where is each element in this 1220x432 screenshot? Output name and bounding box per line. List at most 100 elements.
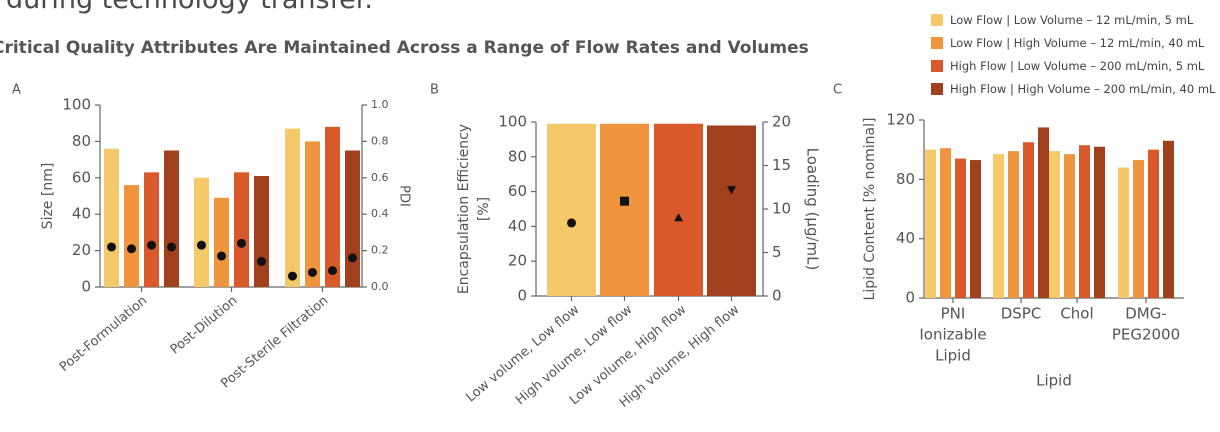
legend-item: Low Flow | Low Volume – 12 mL/min, 5 mL bbox=[931, 8, 1215, 31]
y2-tick-label: 15 bbox=[772, 156, 791, 174]
pdi-marker bbox=[107, 242, 116, 252]
bar bbox=[164, 150, 179, 287]
bar bbox=[194, 177, 209, 287]
bar bbox=[144, 172, 159, 287]
pdi-marker bbox=[308, 267, 317, 277]
y2-tick-label: 10 bbox=[772, 200, 791, 218]
legend-label: High Flow | High Volume – 200 mL/min, 40… bbox=[950, 81, 1216, 96]
x-tick-label: Chol bbox=[1060, 305, 1093, 323]
bar bbox=[124, 185, 139, 287]
pdi-marker bbox=[257, 257, 266, 267]
x-tick-label: Post-Dilution bbox=[168, 293, 241, 357]
bar bbox=[1049, 151, 1060, 298]
pdi-marker bbox=[147, 240, 156, 250]
data-point-marker bbox=[674, 213, 683, 222]
bar bbox=[547, 123, 596, 297]
bar bbox=[925, 149, 936, 298]
y2-tick-label: 0.2 bbox=[371, 244, 389, 257]
bar bbox=[970, 160, 981, 298]
bar bbox=[1118, 167, 1129, 298]
bar bbox=[214, 197, 229, 287]
legend-swatch bbox=[931, 82, 943, 95]
y-tick-label: 0 bbox=[517, 287, 527, 305]
y-axis-title: [%] bbox=[476, 197, 492, 221]
bar bbox=[600, 123, 649, 297]
legend-item: High Flow | Low Volume – 200 mL/min, 5 m… bbox=[931, 54, 1215, 77]
y-tick-label: 40 bbox=[72, 205, 91, 223]
data-point-marker bbox=[727, 186, 736, 195]
bar bbox=[654, 123, 703, 297]
y-tick-label: 80 bbox=[508, 147, 527, 165]
y-tick-label: 60 bbox=[508, 182, 527, 200]
y-tick-label: 40 bbox=[508, 217, 527, 235]
y-tick-label: 0 bbox=[81, 278, 91, 296]
legend-swatch bbox=[931, 13, 943, 26]
bar bbox=[1038, 127, 1049, 299]
x-tick-label: DSPC bbox=[1001, 305, 1042, 323]
pdi-marker bbox=[288, 271, 297, 281]
bar bbox=[1079, 145, 1090, 298]
pdi-marker bbox=[348, 253, 357, 263]
legend-item: High Flow | High Volume – 200 mL/min, 40… bbox=[931, 77, 1215, 100]
bar bbox=[1064, 154, 1075, 298]
y2-tick-label: 0.4 bbox=[371, 207, 389, 220]
figure-title: Critical Quality Attributes Are Maintain… bbox=[0, 38, 809, 58]
pdi-marker bbox=[197, 240, 206, 250]
bar bbox=[707, 125, 756, 296]
bar bbox=[104, 148, 119, 287]
bar bbox=[993, 154, 1004, 298]
bar bbox=[1148, 149, 1159, 298]
x-tick-label: PNI bbox=[941, 305, 966, 323]
y-tick-label: 80 bbox=[896, 170, 915, 188]
bar bbox=[234, 172, 249, 287]
y-tick-label: 0 bbox=[905, 289, 915, 307]
y2-tick-label: 20 bbox=[772, 113, 791, 131]
bar bbox=[1023, 142, 1034, 298]
legend-item: Low Flow | High Volume – 12 mL/min, 40 m… bbox=[931, 31, 1215, 54]
bar bbox=[1163, 140, 1174, 298]
pdi-marker bbox=[328, 266, 337, 276]
pdi-marker bbox=[167, 242, 176, 252]
y2-tick-label: 0.0 bbox=[371, 280, 389, 293]
panel-label-b: B bbox=[430, 83, 439, 98]
legend-label: High Flow | Low Volume – 200 mL/min, 5 m… bbox=[950, 58, 1205, 73]
y-tick-label: 40 bbox=[896, 229, 915, 247]
legend-label: Low Flow | Low Volume – 12 mL/min, 5 mL bbox=[950, 12, 1194, 27]
y2-tick-label: 0.6 bbox=[371, 171, 389, 184]
y2-tick-label: 0 bbox=[772, 287, 782, 305]
data-point-marker bbox=[620, 196, 629, 206]
y-axis-title: Encapsulation Efficiency bbox=[456, 124, 472, 294]
y-tick-label: 60 bbox=[72, 168, 91, 186]
bar bbox=[305, 141, 320, 287]
y-axis-title: Lipid Content [% nominal] bbox=[862, 118, 878, 301]
bar bbox=[254, 175, 269, 287]
y-tick-label: 100 bbox=[62, 96, 91, 114]
y-tick-label: 100 bbox=[498, 113, 527, 131]
legend: Low Flow | Low Volume – 12 mL/min, 5 mL … bbox=[931, 8, 1215, 100]
y2-tick-label: 0.8 bbox=[371, 134, 389, 147]
pdi-marker bbox=[217, 251, 226, 261]
x-tick-label: Ionizable bbox=[919, 326, 986, 344]
bar bbox=[345, 150, 360, 287]
x-tick-label: PEG2000 bbox=[1112, 326, 1180, 344]
bar bbox=[1008, 151, 1019, 298]
y-tick-label: 80 bbox=[72, 132, 91, 150]
y2-axis-title: PDI bbox=[397, 185, 412, 207]
bar bbox=[1133, 160, 1144, 298]
bar bbox=[955, 158, 966, 298]
x-tick-label: DMG- bbox=[1125, 305, 1167, 323]
pdi-marker bbox=[237, 238, 246, 248]
x-tick-label: Post-Formulation bbox=[57, 293, 150, 375]
legend-label: Low Flow | High Volume – 12 mL/min, 40 m… bbox=[950, 35, 1205, 50]
y-tick-label: 120 bbox=[886, 111, 915, 129]
bar bbox=[940, 148, 951, 298]
y2-tick-label: 5 bbox=[772, 243, 782, 261]
bar bbox=[325, 126, 340, 287]
panel-label-a: A bbox=[12, 83, 21, 98]
data-point-marker bbox=[567, 218, 576, 228]
y2-tick-label: 1.0 bbox=[371, 98, 389, 111]
legend-swatch bbox=[931, 59, 943, 72]
bar bbox=[285, 128, 300, 287]
y2-axis-title: Loading (µg/mL) bbox=[804, 148, 822, 271]
